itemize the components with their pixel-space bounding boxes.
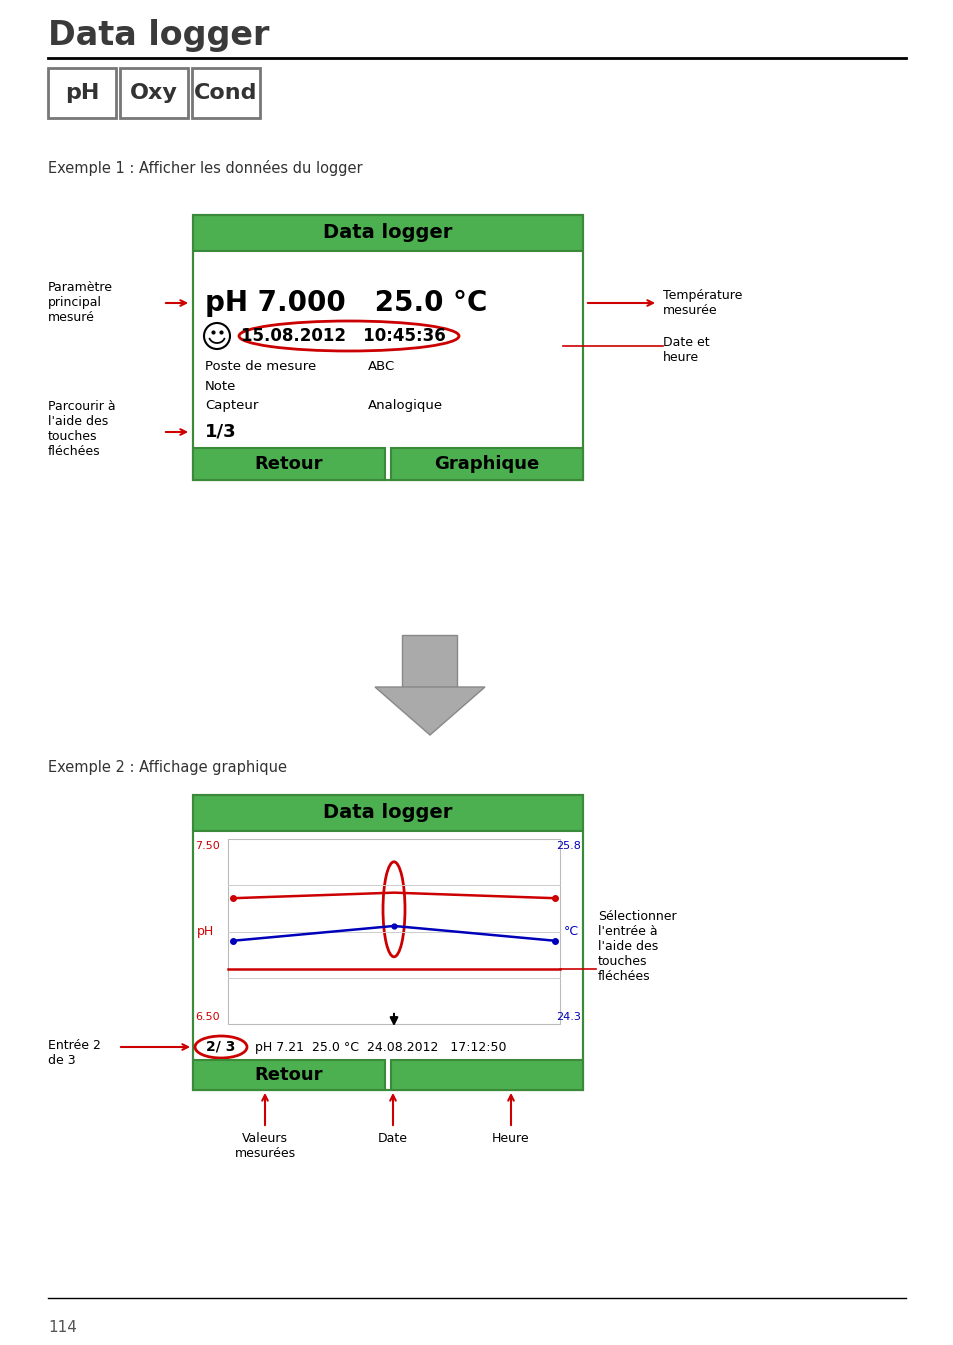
Bar — [193, 448, 385, 480]
Text: Paramètre
principal
mesuré: Paramètre principal mesuré — [48, 281, 112, 324]
Text: °C: °C — [563, 925, 578, 937]
Bar — [193, 215, 582, 480]
Text: Poste de mesure: Poste de mesure — [205, 359, 315, 373]
Bar — [192, 69, 260, 118]
Bar — [193, 252, 582, 480]
Bar — [193, 1060, 385, 1089]
Bar — [193, 795, 582, 1089]
Text: Date et
heure: Date et heure — [662, 336, 709, 364]
Text: Analogique: Analogique — [368, 399, 442, 413]
Bar — [193, 795, 582, 831]
Text: Oxy: Oxy — [130, 83, 178, 104]
Text: pH 7.21  25.0 °C  24.08.2012   17:12:50: pH 7.21 25.0 °C 24.08.2012 17:12:50 — [254, 1041, 506, 1053]
Text: 24.3: 24.3 — [556, 1011, 580, 1022]
Text: Entrée 2
de 3: Entrée 2 de 3 — [48, 1038, 101, 1067]
Bar — [402, 635, 457, 687]
Text: Température
mesurée: Température mesurée — [662, 289, 741, 317]
Text: Graphique: Graphique — [434, 455, 539, 473]
Text: Retour: Retour — [254, 455, 323, 473]
Text: Sélectionner
l'entrée à
l'aide des
touches
fléchées: Sélectionner l'entrée à l'aide des touch… — [598, 909, 676, 983]
Text: Heure: Heure — [492, 1132, 529, 1145]
Text: ABC: ABC — [368, 359, 395, 373]
Text: Parcourir à
l'aide des
touches
fléchées: Parcourir à l'aide des touches fléchées — [48, 399, 115, 459]
Text: pH: pH — [65, 83, 99, 104]
Bar — [228, 839, 559, 1024]
Text: Exemple 1 : Afficher les données du logger: Exemple 1 : Afficher les données du logg… — [48, 160, 362, 176]
Polygon shape — [375, 687, 484, 734]
Bar — [391, 1060, 582, 1089]
Bar — [48, 69, 116, 118]
Text: Data logger: Data logger — [48, 19, 269, 52]
Text: Capteur: Capteur — [205, 399, 258, 413]
Text: 15.08.2012   10:45:36: 15.08.2012 10:45:36 — [241, 327, 445, 346]
Text: 114: 114 — [48, 1321, 77, 1336]
Text: Data logger: Data logger — [323, 223, 453, 242]
Text: pH 7.000   25.0 °C: pH 7.000 25.0 °C — [205, 289, 487, 317]
Text: 1/3: 1/3 — [205, 422, 236, 441]
Text: Cond: Cond — [194, 83, 257, 104]
Text: Exemple 2 : Affichage graphique: Exemple 2 : Affichage graphique — [48, 760, 287, 775]
Bar — [120, 69, 188, 118]
Text: 7.50: 7.50 — [194, 841, 219, 851]
Text: 6.50: 6.50 — [194, 1011, 219, 1022]
Text: 25.8: 25.8 — [556, 841, 580, 851]
Text: 2/ 3: 2/ 3 — [206, 1040, 235, 1054]
Text: Retour: Retour — [254, 1067, 323, 1084]
Bar — [193, 215, 582, 252]
Bar — [193, 831, 582, 1089]
Text: Note: Note — [205, 379, 236, 393]
Text: Valeurs
mesurées: Valeurs mesurées — [234, 1132, 295, 1159]
Bar — [391, 448, 582, 480]
Text: Data logger: Data logger — [323, 803, 453, 823]
Text: Date: Date — [377, 1132, 408, 1145]
Text: pH: pH — [196, 925, 214, 937]
